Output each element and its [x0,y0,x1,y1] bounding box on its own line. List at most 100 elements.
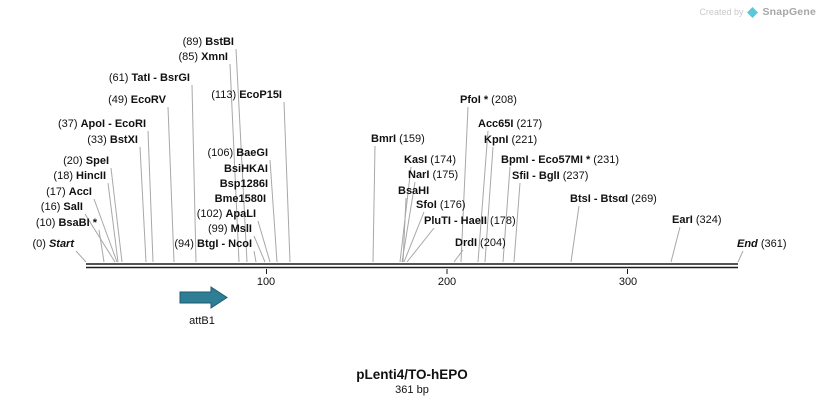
enzyme-name: SalI [63,201,83,213]
site-position: (49) [108,94,131,106]
enzyme-name: ApoI - EcoRI [80,118,146,130]
enzyme-label-sfii-bgli: SfiI - BglI (237) [512,170,588,183]
site-position: (208) [488,94,517,106]
ruler-tick-300: 300 [618,276,638,288]
enzyme-label-acci: (17) AccI [46,186,92,199]
enzyme-label-ecorv: (49) EcoRV [108,94,166,107]
enzyme-name: PluTI - HaeII [424,215,487,227]
enzyme-name: EcoRV [130,94,166,106]
site-position: (221) [508,134,538,146]
site-position: (94) [174,238,197,250]
ruler-tick-200: 200 [437,276,457,288]
site-position: (85) [178,51,202,63]
enzyme-label-bpmi-eco57mi: BpmI - Eco57MI * (231) [501,154,619,167]
enzyme-label-bsihkai: BsiHKAI [224,163,268,176]
enzyme-name: XmnI [201,51,228,63]
start-text: Start [48,238,74,250]
enzyme-name: SpeI [85,155,109,167]
enzyme-label-btsi-btsai: BtsI - BtsαI (269) [570,193,657,206]
site-position: (231) [590,154,619,166]
enzyme-label-spei: (20) SpeI [63,155,109,168]
site-position: (10) [35,217,59,229]
enzyme-name: AccI [68,186,92,198]
ruler-tick-100: 100 [256,276,276,288]
enzyme-label-xmni: (85) XmnI [178,51,228,64]
enzyme-name: ApaLI [225,208,256,220]
enzyme-name: EarI [672,214,693,226]
enzyme-name: KasI [404,154,428,166]
attb1-feature-label: attB1 [189,315,215,327]
site-position: (61) [108,72,132,84]
map-length: 361 bp [395,384,429,396]
map-title: pLenti4/TO-hEPO [356,367,468,382]
sequence-line [86,263,738,269]
site-position: (0) [32,238,49,250]
enzyme-label-baegi: (106) BaeGI [207,147,268,160]
sequence-start-label: (0) Start [32,238,74,251]
site-position: (269) [628,193,657,205]
enzyme-label-bstbi: (89) BstBI [183,36,234,49]
site-position: (17) [46,186,69,198]
enzyme-name: BstBI [205,36,234,48]
enzyme-label-ecop15i: (113) EcoP15I [211,89,282,102]
site-position: (159) [396,133,425,145]
site-position: (324) [692,214,722,226]
enzyme-name: TatI - BsrGI [131,72,190,84]
end-text: End [737,238,758,250]
site-position: (176) [436,199,466,211]
enzyme-label-bsp1286i: Bsp1286I [220,178,268,191]
enzyme-label-bstxi: (33) BstXI [87,134,138,147]
snapgene-credit: Created by SnapGene [699,6,816,18]
enzyme-label-drdi: DrdI (204) [455,237,506,250]
site-position: (113) [211,89,240,101]
site-position: (106) [207,147,237,159]
enzyme-label-bsahi: BsaHI [398,185,429,198]
enzyme-label-tati-bsrgi: (61) TatI - BsrGI [109,72,190,85]
site-position: (20) [63,155,86,167]
enzyme-label-sfoi: SfoI (176) [416,199,466,212]
enzyme-label-hincii: (18) HincII [53,170,106,183]
site-position: (361) [757,238,787,250]
sequence-end-label: End (361) [737,238,787,251]
attb1-feature-arrow [179,286,228,309]
site-position: (217) [513,118,543,130]
enzyme-name: BsaHI [398,185,430,197]
site-position: (37) [57,118,81,130]
site-position: (102) [196,208,226,220]
enzyme-label-nari: NarI (175) [408,169,458,182]
site-position: (18) [53,170,77,182]
enzyme-label-pluti-haeii: PluTI - HaeII (178) [424,215,516,228]
site-position: (99) [207,223,231,235]
enzyme-label-eari: EarI (324) [672,214,722,227]
enzyme-label-bme1580i: Bme1580I [215,193,266,206]
enzyme-name: BtsI - BtsαI [570,193,629,205]
enzyme-label-msli: (99) MslI [208,223,252,236]
enzyme-label-apali: (102) ApaLI [197,208,256,221]
enzyme-name: MslI [230,223,252,235]
enzyme-name: BpmI - Eco57MI * [501,154,591,166]
enzyme-name: BstXI [109,134,138,146]
site-position: (175) [429,169,459,181]
enzyme-name: Bsp1286I [219,178,268,190]
enzyme-label-btgi-ncoi: (94) BtgI - NcoI [174,238,252,251]
enzyme-label-acc65i: Acc65I (217) [478,118,542,131]
enzyme-name: BtgI - NcoI [197,238,252,250]
ruler-tick-marks [266,269,628,274]
site-position: (89) [182,36,206,48]
enzyme-name: DrdI [455,237,477,249]
enzyme-label-kpni: KpnI (221) [484,134,537,147]
enzyme-name: NarI [408,169,430,181]
enzyme-name: BaeGI [236,147,268,159]
enzyme-label-sali: (16) SalI [41,201,83,214]
enzyme-name: PfoI * [460,94,489,106]
site-position: (174) [427,154,456,166]
enzyme-name: HincII [76,170,106,182]
enzyme-name: SfoI [416,199,437,211]
enzyme-label-pfoi: PfoI * (208) [460,94,517,107]
site-position: (204) [477,237,506,249]
created-by-text: Created by [699,7,744,17]
site-position: (33) [87,134,110,146]
enzyme-name: BmrI [371,133,397,145]
